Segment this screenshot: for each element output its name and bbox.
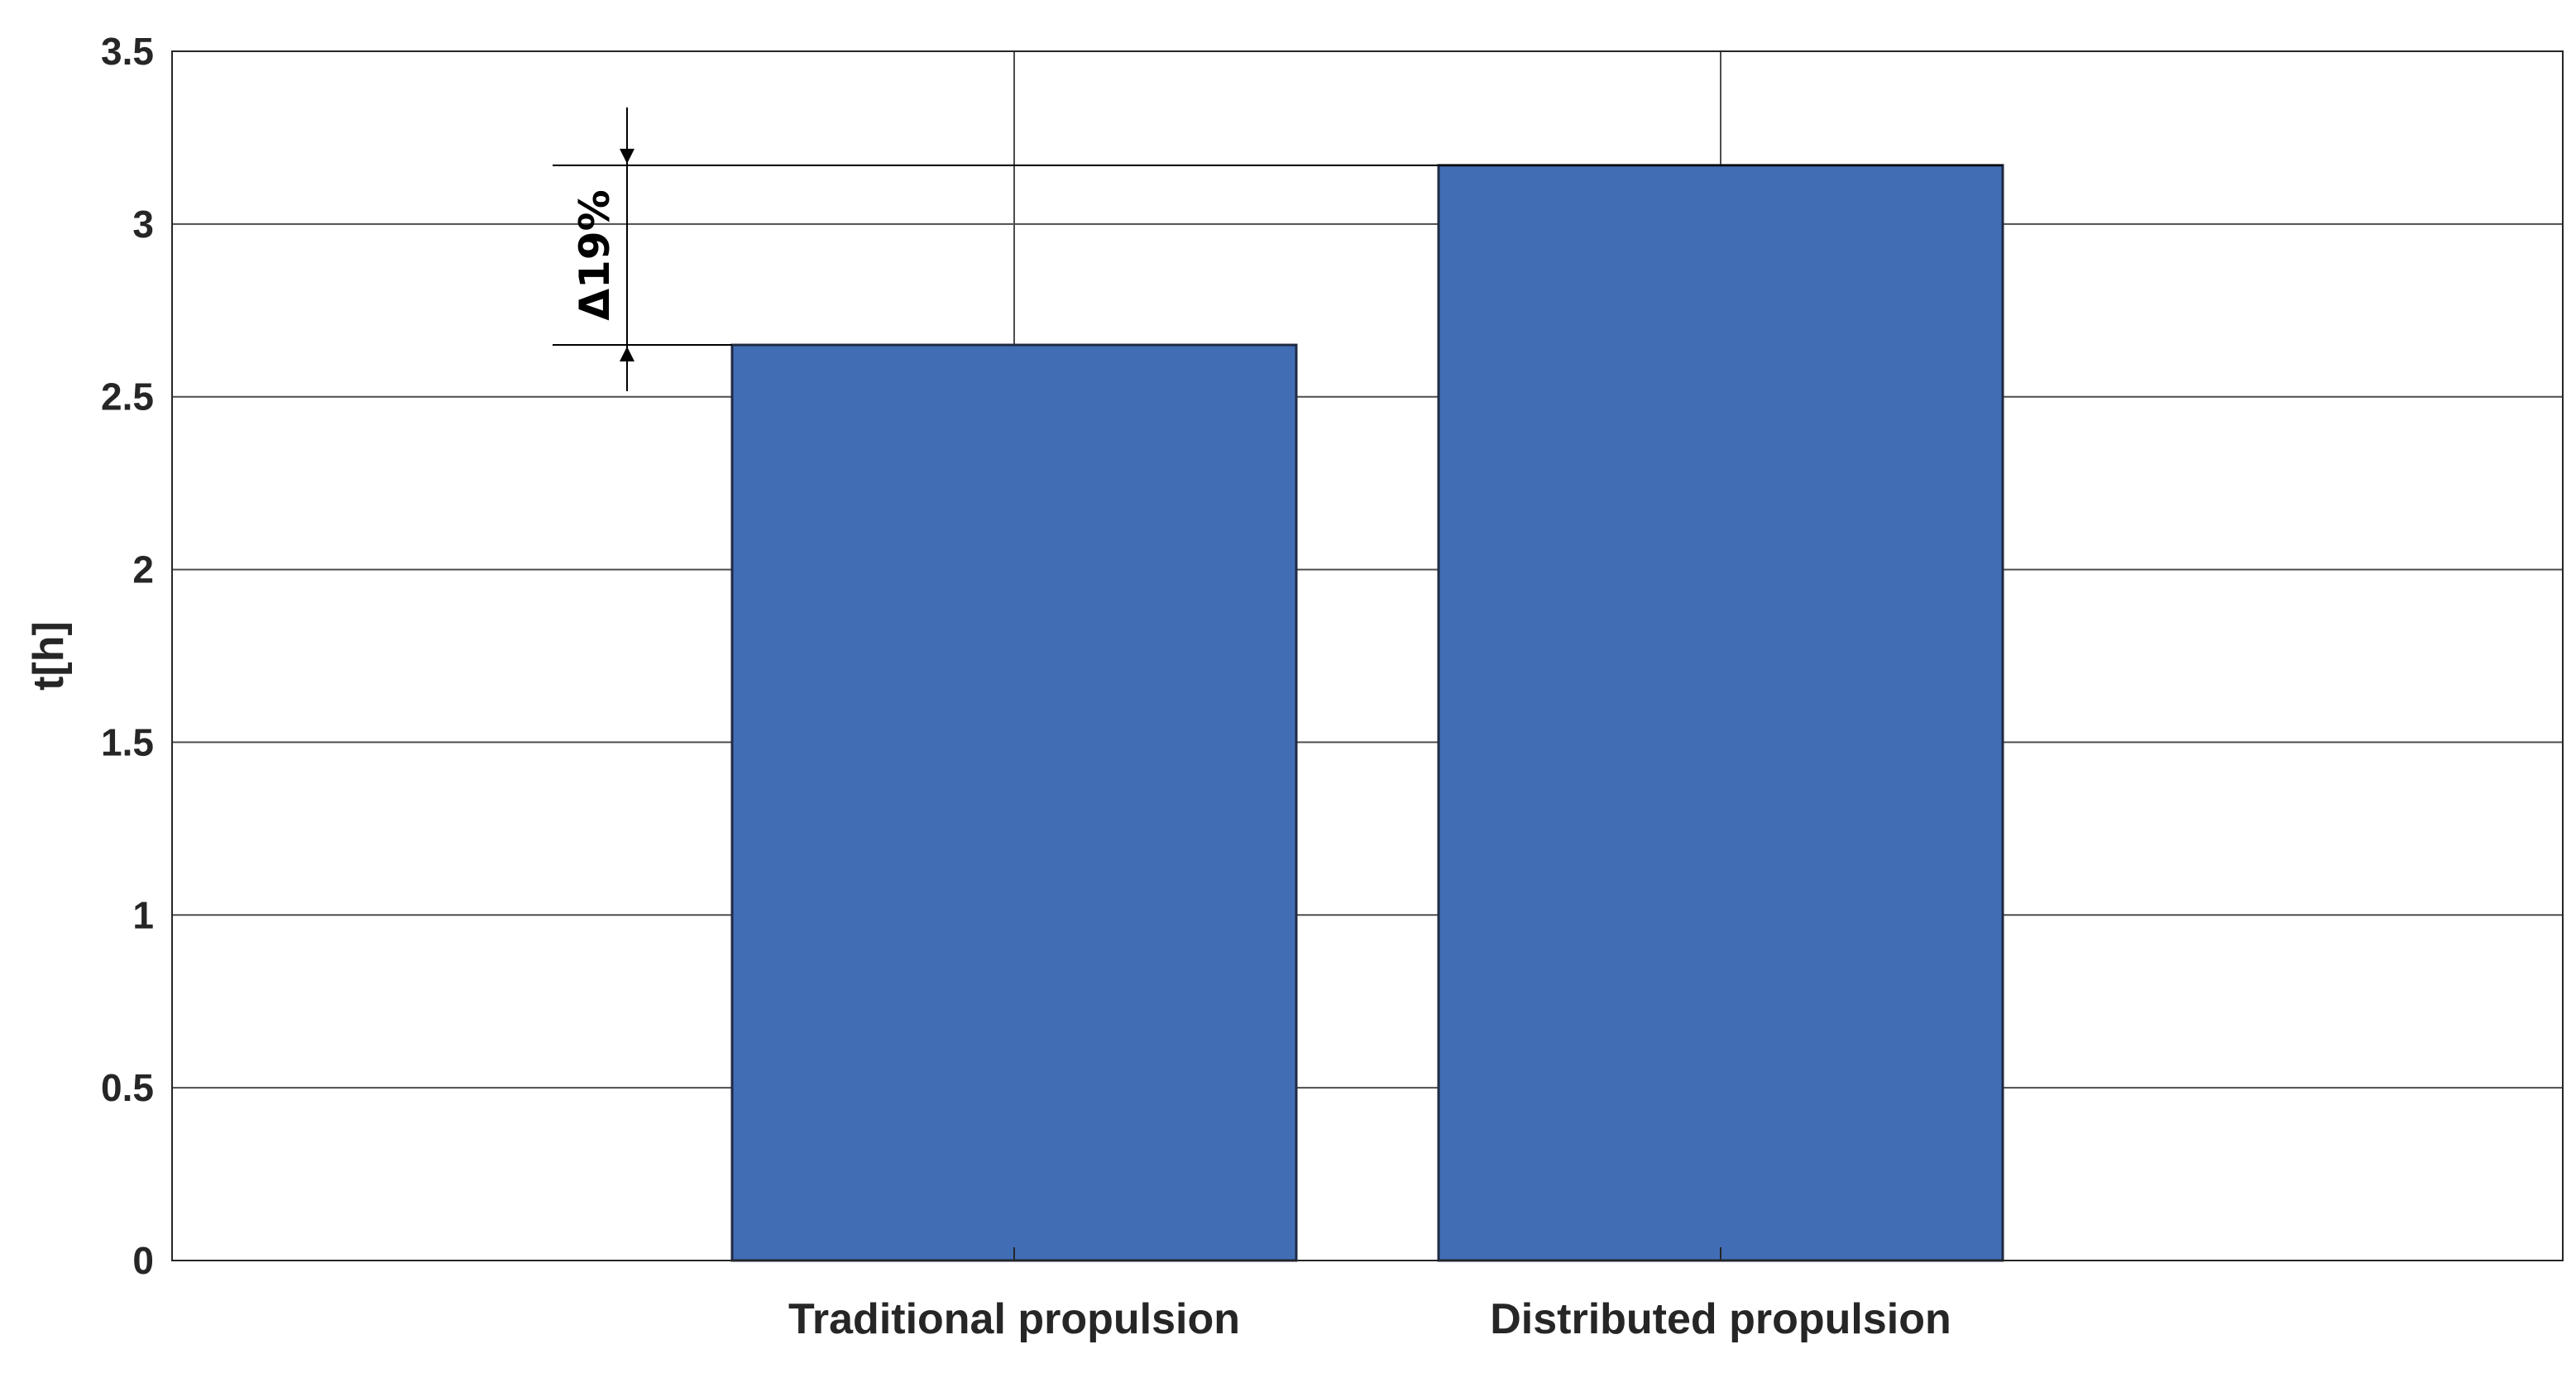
annotation-lower-arrowhead — [620, 347, 634, 362]
y-tick-label: 2.5 — [101, 376, 154, 419]
y-tick-label: 3 — [132, 203, 154, 246]
axes — [171, 50, 2564, 1261]
y-tick-label: 1.5 — [101, 720, 154, 763]
y-tick-label: 1 — [132, 893, 154, 936]
delta-annotation-label: Δ19% — [571, 189, 619, 320]
y-tick-labels: 0 0.5 1 1.5 2 2.5 3 3.5 — [101, 30, 154, 1282]
grid-lines — [172, 51, 2563, 1261]
bar-distributed-propulsion — [1437, 164, 2004, 1262]
y-tick-label: 2 — [132, 548, 154, 591]
annotation-upper-arrowhead — [620, 148, 634, 164]
bar-traditional-propulsion — [730, 343, 1298, 1262]
y-tick-label: 3.5 — [101, 30, 154, 73]
y-tick-label: 0.5 — [101, 1066, 154, 1109]
y-axis-label: t[h] — [25, 621, 73, 691]
bars — [730, 164, 2004, 1262]
plot-frame — [171, 50, 2564, 1261]
x-tick-labels: Traditional propulsion Distributed propul… — [788, 1295, 1951, 1343]
x-tick-label: Traditional propulsion — [788, 1295, 1240, 1343]
x-tick-label: Distributed propulsion — [1490, 1295, 1951, 1343]
delta-annotation: Δ19% — [553, 107, 2003, 392]
y-tick-label: 0 — [132, 1239, 154, 1282]
